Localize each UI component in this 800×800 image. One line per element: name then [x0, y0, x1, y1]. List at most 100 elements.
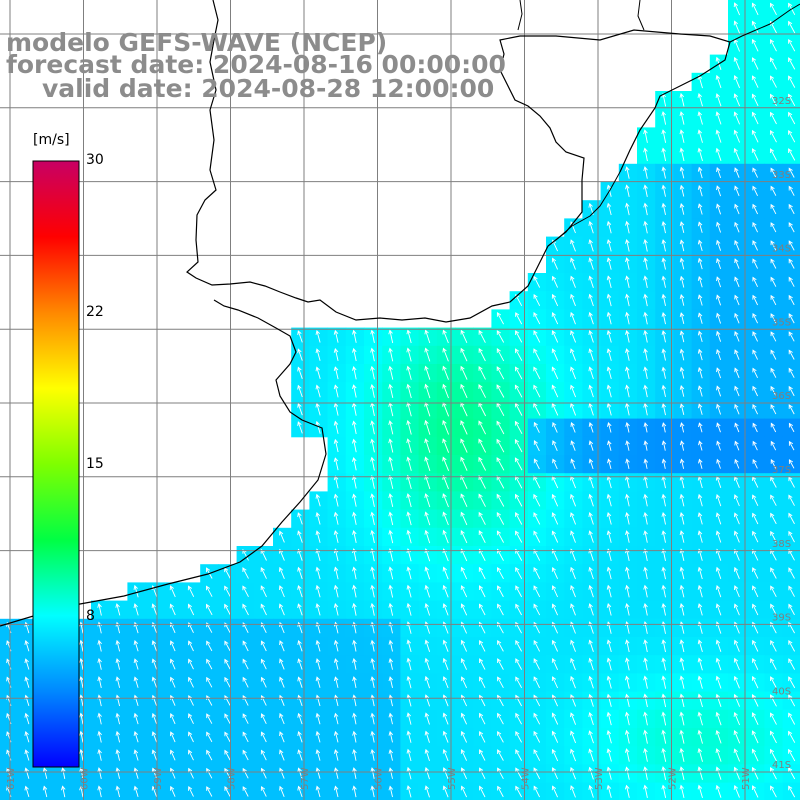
wind-arrow — [715, 111, 722, 125]
colorbar — [32, 160, 80, 768]
wind-arrow — [406, 566, 412, 580]
wind-arrow — [315, 530, 321, 543]
wind-arrow — [315, 420, 321, 434]
wind-arrow — [188, 658, 194, 670]
wind-arrow — [478, 493, 486, 507]
wind-arrow — [625, 184, 630, 197]
wind-arrow — [333, 530, 339, 543]
wind-arrow — [333, 329, 339, 343]
wind-arrow — [279, 785, 285, 797]
wind-arrow — [697, 566, 703, 580]
wind-arrow — [570, 293, 576, 307]
wind-arrow — [588, 275, 594, 288]
wind-arrow — [733, 56, 741, 70]
wind-arrow — [370, 511, 375, 525]
wind-arrow — [679, 602, 685, 616]
wind-arrow — [388, 785, 394, 798]
wind-cell — [782, 182, 800, 201]
wind-arrow — [42, 785, 48, 798]
wind-arrow — [769, 129, 777, 143]
wind-arrow — [460, 639, 468, 652]
wind-arrow — [187, 585, 195, 597]
wind-arrow — [788, 129, 796, 143]
wind-arrow — [734, 331, 740, 342]
latitude-label: 39S — [772, 613, 791, 624]
wind-arrow — [661, 602, 667, 616]
wind-arrow — [133, 749, 139, 761]
wind-arrow — [588, 639, 594, 652]
wind-arrow — [551, 402, 559, 416]
wind-cell — [782, 382, 800, 401]
wind-arrow — [770, 367, 777, 378]
wind-arrow — [460, 383, 468, 399]
wind-arrow — [406, 474, 412, 490]
wind-arrow — [460, 474, 468, 489]
wind-arrow — [788, 276, 795, 287]
wind-arrow — [388, 493, 394, 507]
wind-arrow — [388, 456, 394, 471]
wind-arrow — [661, 584, 667, 598]
wind-arrow — [643, 184, 648, 197]
wind-arrow — [751, 748, 759, 762]
wind-arrow — [551, 639, 559, 652]
wind-arrow — [497, 603, 504, 616]
wind-arrow — [370, 383, 375, 398]
wind-arrow — [370, 529, 375, 544]
wind-arrow — [624, 711, 630, 726]
wind-arrow — [769, 748, 777, 762]
wind-arrow — [388, 657, 394, 670]
wind-arrow — [788, 530, 795, 543]
wind-cell — [782, 436, 800, 456]
wind-arrow — [625, 566, 630, 580]
wind-arrow — [551, 293, 559, 307]
wind-arrow — [333, 676, 339, 688]
wind-arrow — [424, 456, 431, 472]
wind-arrow — [770, 258, 777, 269]
wind-arrow — [496, 311, 504, 325]
wind-arrow — [770, 385, 777, 397]
wind-arrow — [442, 712, 449, 725]
wind-arrow — [661, 111, 667, 125]
wind-arrow — [643, 422, 649, 433]
wind-arrow — [588, 366, 594, 380]
wind-cell — [782, 600, 800, 620]
wind-arrow — [751, 766, 759, 780]
wind-arrow — [79, 676, 84, 688]
wind-arrow — [442, 456, 450, 471]
wind-arrow — [533, 293, 541, 307]
wind-arrow — [424, 584, 431, 598]
wind-arrow — [496, 457, 505, 471]
wind-arrow — [679, 458, 685, 469]
wind-arrow — [661, 458, 667, 469]
wind-arrow — [333, 749, 339, 761]
wind-arrow — [260, 640, 267, 652]
wind-arrow — [460, 456, 468, 471]
wind-arrow — [206, 676, 213, 688]
wind-arrow — [442, 493, 449, 508]
wind-arrow — [460, 749, 468, 761]
wind-cell — [782, 18, 800, 37]
wind-arrow — [661, 639, 667, 653]
wind-arrow — [570, 694, 577, 707]
wind-arrow — [24, 749, 30, 761]
wind-arrow — [260, 585, 267, 598]
wind-arrow — [151, 603, 158, 616]
wind-arrow — [716, 440, 721, 451]
wind-arrow — [788, 567, 795, 579]
wind-arrow — [716, 276, 722, 288]
wind-arrow — [661, 311, 667, 325]
wind-arrow — [352, 529, 357, 543]
wind-arrow — [769, 57, 777, 70]
wind-arrow — [752, 512, 759, 525]
wind-arrow — [752, 221, 759, 233]
wind-arrow — [224, 731, 231, 743]
wind-arrow — [661, 147, 667, 162]
wind-arrow — [770, 349, 777, 360]
wind-arrow — [333, 347, 339, 362]
wind-arrow — [169, 767, 176, 779]
wind-arrow — [770, 494, 777, 506]
wind-arrow — [97, 767, 102, 779]
wind-arrow — [442, 383, 449, 399]
wind-arrow — [315, 749, 321, 761]
wind-arrow — [697, 711, 703, 726]
